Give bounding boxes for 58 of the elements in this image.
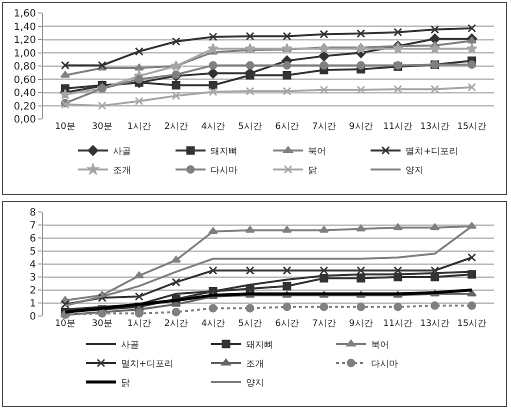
x-tick-label: 5시간 bbox=[238, 319, 262, 329]
y-tick-label: 1,40 bbox=[14, 22, 36, 33]
y-tick-label: 7 bbox=[30, 220, 36, 232]
y-tick-label: 1,60 bbox=[14, 8, 36, 20]
x-tick-label: 6시간 bbox=[275, 122, 299, 132]
legend-label: 양지 bbox=[406, 166, 424, 176]
y-tick-label: 1 bbox=[30, 298, 36, 310]
y-tick-label: 0 bbox=[30, 312, 36, 322]
x-tick-label: 2시간 bbox=[164, 122, 188, 132]
y-tick-label: 0,40 bbox=[14, 88, 36, 99]
x-tick-label: 10분 bbox=[54, 319, 76, 329]
x-tick-label: 9시간 bbox=[349, 319, 373, 329]
x-tick-label: 5시간 bbox=[238, 122, 262, 132]
legend-label: 닭 bbox=[308, 166, 318, 176]
legend-label: 사골 bbox=[113, 146, 131, 157]
x-tick-label: 10분 bbox=[54, 122, 76, 132]
y-tick-label: 1,20 bbox=[14, 35, 36, 46]
x-tick-label: 15시간 bbox=[457, 319, 487, 329]
legend-label: 닭 bbox=[121, 378, 130, 389]
y-tick-label: 3 bbox=[30, 272, 36, 284]
y-tick-label: 0,80 bbox=[14, 62, 36, 72]
legend-label: 멸치+디포리 bbox=[121, 360, 174, 370]
legend-label: 조개 bbox=[246, 360, 264, 370]
x-tick-label: 11시간 bbox=[383, 319, 413, 329]
x-tick-label: 9시간 bbox=[349, 122, 373, 132]
legend-label: 양지 bbox=[246, 378, 264, 389]
legend-label: 돼지뼈 bbox=[246, 340, 273, 351]
x-tick-label: 1시간 bbox=[127, 319, 151, 329]
x-tick-label: 4시간 bbox=[201, 122, 225, 132]
x-tick-label: 4시간 bbox=[201, 319, 225, 329]
y-tick-label: 0,00 bbox=[14, 114, 36, 126]
legend-label: 돼지뼈 bbox=[210, 146, 238, 157]
legend-label: 사골 bbox=[121, 340, 139, 351]
legend-label: 다시마 bbox=[210, 166, 238, 176]
y-tick-label: 1,00 bbox=[14, 48, 36, 60]
y-tick-label: 8 bbox=[30, 208, 36, 218]
legend-label: 멸치+디포리 bbox=[406, 146, 458, 157]
x-tick-label: 2시간 bbox=[164, 319, 188, 329]
y-tick-label: 0,60 bbox=[14, 74, 36, 86]
legend-label: 다시마 bbox=[371, 360, 398, 370]
x-tick-label: 11시간 bbox=[383, 122, 413, 132]
legend-label: 북어 bbox=[308, 146, 326, 157]
y-tick-label: 4 bbox=[30, 260, 36, 270]
y-tick-label: 2 bbox=[30, 286, 36, 296]
legend-label: 조개 bbox=[113, 166, 131, 176]
x-tick-label: 30분 bbox=[92, 122, 112, 132]
legend-label: 북어 bbox=[371, 340, 389, 351]
x-tick-label: 15시간 bbox=[457, 122, 487, 132]
x-tick-label: 13시간 bbox=[420, 122, 450, 132]
x-tick-label: 7시간 bbox=[312, 122, 336, 132]
x-tick-label: 13시간 bbox=[420, 319, 450, 329]
y-tick-label: 5 bbox=[30, 246, 36, 258]
x-tick-label: 7시간 bbox=[312, 319, 336, 329]
x-tick-label: 1시간 bbox=[127, 122, 151, 132]
x-tick-label: 6시간 bbox=[275, 319, 299, 329]
y-tick-label: 0,20 bbox=[14, 101, 36, 112]
x-tick-label: 30분 bbox=[92, 319, 112, 329]
y-tick-label: 6 bbox=[30, 234, 36, 244]
